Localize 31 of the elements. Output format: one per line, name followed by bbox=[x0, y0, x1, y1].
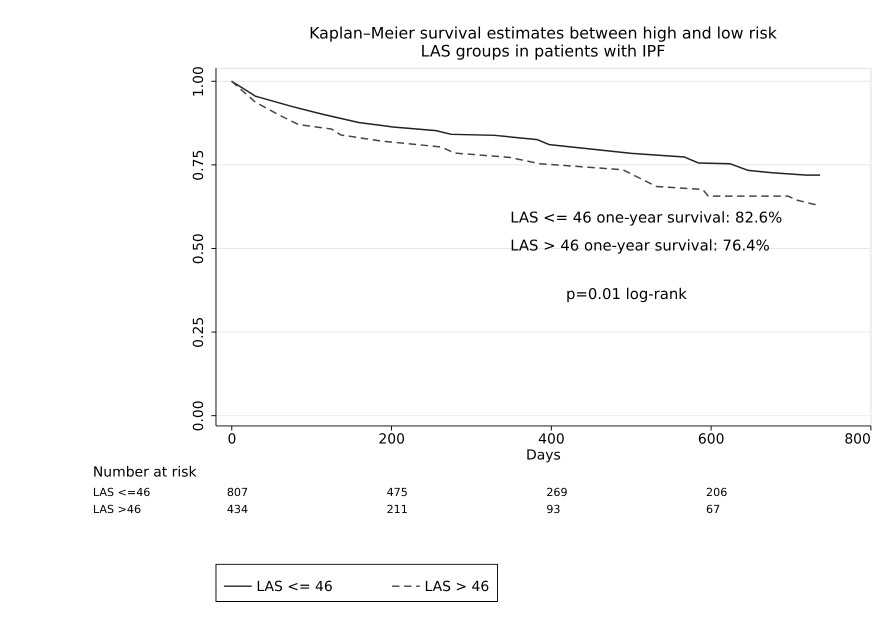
x-axis-title: Days bbox=[526, 447, 561, 464]
text: LAS groups in patients with IPF bbox=[420, 41, 666, 60]
x-tick-label: 800 bbox=[844, 432, 871, 448]
text: 206 bbox=[706, 486, 728, 500]
text: 807 bbox=[226, 486, 248, 500]
line-series bbox=[230, 80, 818, 206]
text: 67 bbox=[706, 502, 720, 516]
y-tick-label: 0.50 bbox=[190, 233, 207, 264]
text: Number at risk bbox=[92, 464, 198, 481]
text: 475 bbox=[386, 486, 408, 500]
x-tick-label: 200 bbox=[378, 432, 405, 448]
legend-label: LAS > 46 bbox=[424, 578, 490, 595]
annotation: LAS > 46 one-year survival: 76.4% bbox=[510, 236, 770, 255]
text: Kaplan–Meier survival estimates between high and low risk bbox=[309, 24, 777, 43]
text: 93 bbox=[546, 502, 560, 516]
y-tick-label: 0.75 bbox=[190, 150, 207, 181]
text: 269 bbox=[546, 486, 568, 500]
y-tick-label: 0.25 bbox=[190, 316, 207, 348]
line-series bbox=[230, 80, 821, 176]
annotation: LAS <= 46 one-year survival: 82.6% bbox=[510, 208, 782, 227]
x-tick-label: 400 bbox=[538, 432, 565, 448]
text: LAS >46 bbox=[92, 502, 142, 516]
text: LAS <=46 bbox=[92, 486, 150, 500]
x-tick-label: 600 bbox=[698, 432, 724, 448]
text: 434 bbox=[226, 502, 248, 516]
legend-label: LAS <= 46 bbox=[256, 578, 333, 595]
text: 211 bbox=[386, 502, 408, 516]
annotation: p=0.01 log-rank bbox=[566, 284, 688, 303]
y-tick-label: 0.00 bbox=[190, 400, 207, 432]
y-tick-label: 1.00 bbox=[190, 66, 207, 98]
x-tick-label: 0 bbox=[228, 432, 236, 448]
